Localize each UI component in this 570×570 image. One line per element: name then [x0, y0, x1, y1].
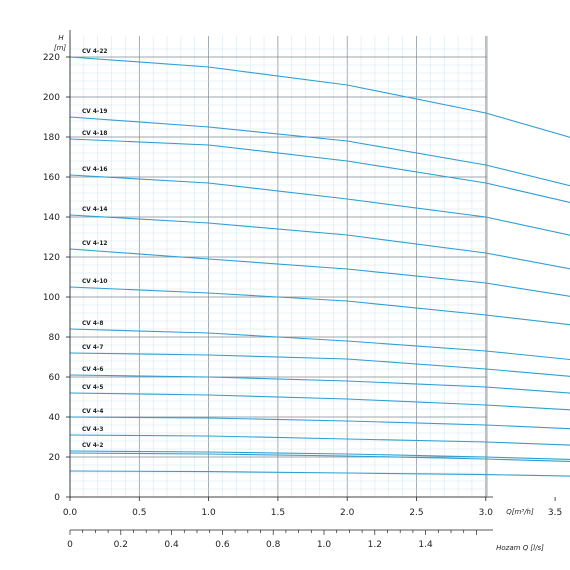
curve-label: CV 4-10: [82, 277, 108, 285]
x2-tick-label: 0: [67, 540, 73, 550]
y-tick-label: 220: [43, 53, 60, 63]
y-axis-unit: [m]: [54, 44, 67, 52]
curve-cv-4-4: [69, 416, 570, 430]
x-tick-label: 2.0: [340, 508, 355, 518]
x2-tick-label: 0.2: [114, 540, 128, 550]
y-tick-label: 200: [43, 93, 60, 103]
curve-label: CV 4-3: [82, 425, 103, 433]
x2-tick-label: 0.8: [266, 540, 281, 550]
y-tick-label: 120: [43, 253, 60, 263]
axes: 0 20 40 60 80 100 120 140 160 180 200 220 0.0 0.5 1.0 1…: [43, 30, 562, 550]
y-tick-label: 20: [49, 453, 61, 463]
curve-label: CV 4-19: [82, 107, 108, 115]
x-axis-title: Q[m³/h]: [506, 508, 534, 516]
curve-cv-4-5: [69, 392, 570, 411]
curve-cv-4-7: [69, 352, 570, 377]
curve-label: CV 4-18: [82, 129, 108, 137]
curve-label: CV 4-8: [82, 319, 103, 327]
x-tick-label: 3.0: [479, 508, 494, 518]
x2-tick-label: 1.0: [317, 540, 332, 550]
curve-cv-4-12: [69, 248, 570, 297]
y-axis-title: H: [58, 34, 64, 42]
x-tick-label: 0.0: [63, 508, 78, 518]
y-tick-label: 100: [43, 293, 60, 303]
x2-tick-label: 0.4: [164, 540, 179, 550]
curve-cv-4-18: [69, 138, 570, 204]
y-tick-label: 40: [49, 413, 61, 423]
x-tick-label: 1.0: [201, 508, 216, 518]
curve-label: CV 4-7: [82, 343, 103, 351]
curve-label: CV 4-6: [82, 365, 103, 373]
y-tick-label: 160: [43, 173, 60, 183]
curve-cv-4-16: [69, 174, 570, 236]
y-tick-label: 140: [43, 213, 60, 223]
curve-label: CV 4-22: [82, 47, 108, 55]
x-tick-label: 2.5: [409, 508, 423, 518]
curves: [69, 56, 570, 477]
x-tick-label: 3.5: [548, 508, 562, 518]
y-tick-label: 60: [49, 373, 61, 383]
curve-label: CV 4-5: [82, 383, 103, 391]
curve-cv-4-19: [69, 116, 570, 187]
curve-unlabeled-15: [69, 470, 570, 477]
curve-cv-4-22: [69, 56, 570, 138]
curve-label: CV 4-12: [82, 239, 108, 247]
labels: CV 4-22 CV 4-19 CV 4-18 CV 4-16 CV 4-14 CV 4-…: [82, 47, 108, 449]
curve-cv-4-3: [69, 434, 570, 446]
grid: [69, 36, 487, 498]
curve-label: CV 4-2: [82, 441, 103, 449]
curve-label: CV 4-16: [82, 165, 108, 173]
curve-unlabeled-14: [69, 452, 570, 462]
curve-cv-4-6: [69, 374, 570, 394]
curve-label: CV 4-14: [82, 205, 108, 213]
x2-axis-title: Hozam Q [l/s]: [496, 544, 544, 552]
x-tick-label: 0.5: [132, 508, 146, 518]
x-tick-label: 1.5: [271, 508, 285, 518]
y-tick-label: 80: [49, 333, 61, 343]
curve-cv-4-14: [69, 214, 570, 270]
y-tick-label: 0: [54, 493, 60, 503]
x2-tick-label: 1.2: [368, 540, 382, 550]
x2-tick-label: 1.4: [418, 540, 433, 550]
curve-cv-4-10: [69, 286, 570, 326]
curve-cv-4-8: [69, 328, 570, 361]
x2-tick-label: 0.6: [215, 540, 230, 550]
curve-cv-4-2: [69, 450, 570, 460]
curve-label: CV 4-4: [82, 407, 103, 415]
y-tick-label: 180: [43, 133, 60, 143]
